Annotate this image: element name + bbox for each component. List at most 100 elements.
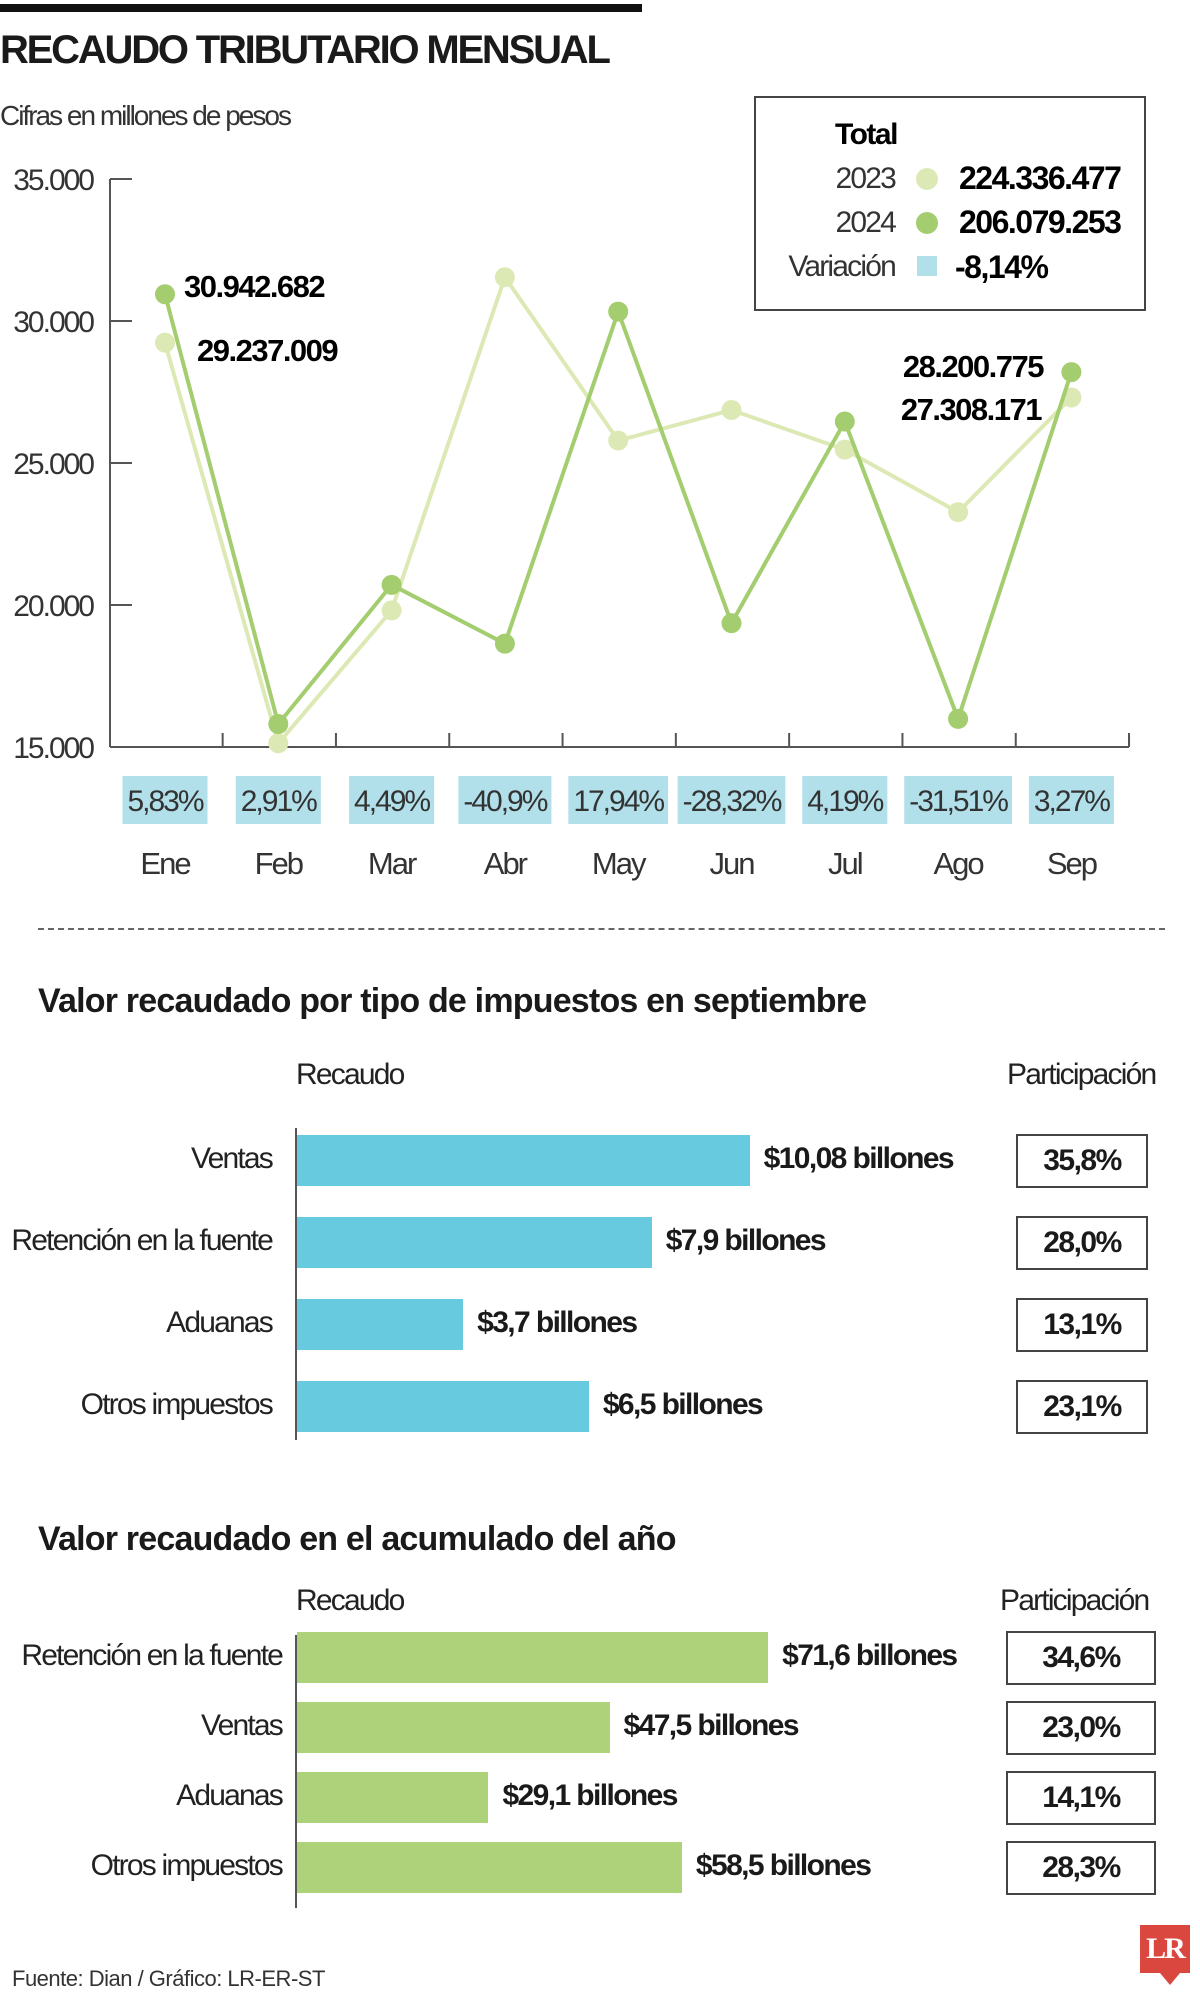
x-tick-label: May: [592, 846, 647, 881]
annotation-sep-2023: 27.308.171: [901, 392, 1042, 427]
variation-badge: 2,91%: [235, 776, 321, 824]
bar-axis: [295, 1635, 297, 1908]
legend: Total 2023 224.336.477 2024 206.079.253 …: [754, 96, 1146, 311]
variation-badge-bg: [349, 776, 435, 824]
bar: [297, 1632, 769, 1683]
legend-marker-2024: [916, 212, 938, 234]
section-title-september: Valor recaudado por tipo de impuestos en…: [38, 982, 867, 1020]
bar-value-label: $6,5 billones: [602, 1388, 764, 1421]
data-point-2024-Ago: [948, 708, 969, 729]
share-box: 23,0%: [1006, 1701, 1156, 1755]
variation-label: -40,9%: [463, 785, 547, 818]
bar-value-label: $7,9 billones: [665, 1224, 827, 1257]
data-point-2023-Jun: [721, 400, 742, 421]
legend-marker-2023: [916, 168, 938, 190]
subtitle: Cifras en millones de pesos: [0, 100, 292, 131]
y-tick-label: 15.000: [13, 732, 94, 765]
lr-logo-tail: [1160, 1973, 1180, 1985]
x-tick-label: Jun: [710, 846, 755, 881]
data-point-2024-Ene: [155, 284, 175, 305]
x-tick-label: Jul: [828, 846, 862, 881]
data-point-2023-Feb: [268, 733, 289, 754]
data-point-2023-Ago: [948, 502, 969, 523]
variation-badge: -31,51%: [904, 776, 1012, 824]
variation-badge: 17,94%: [568, 776, 669, 824]
variation-badge-bg: [802, 776, 888, 824]
share-box: 23,1%: [1016, 1380, 1148, 1434]
variation-badge-bg: [235, 776, 321, 824]
share-box: 14,1%: [1006, 1771, 1156, 1825]
variation-label: 17,94%: [573, 785, 664, 818]
legend-label-variation: Variación: [788, 250, 895, 283]
legend-marker-variation: [917, 256, 937, 276]
line-chart: 15.000 20.000 25.000 30.000 35.000 5,83% Ene 2,…: [13, 96, 1146, 881]
y-tick-label: 30.000: [13, 306, 94, 339]
data-point-2024-Feb: [268, 713, 289, 734]
series-2023: [155, 267, 1082, 754]
lr-logo: LR: [1140, 1925, 1190, 1973]
data-point-2024-May: [608, 301, 629, 322]
data-point-2024-Jun: [721, 613, 742, 634]
data-point-2023-Abr: [494, 267, 515, 288]
variation-badge-bg: [458, 776, 552, 824]
bar: [297, 1381, 589, 1432]
variation-label: -28,32%: [683, 785, 782, 818]
variation-label: 4,19%: [807, 785, 883, 818]
variation-badge-bg: [122, 776, 208, 824]
bar: [297, 1842, 682, 1893]
bar-value-label: $71,6 billones: [782, 1639, 958, 1672]
variation-label: 4,49%: [354, 785, 430, 818]
variation-badge: 5,83%: [122, 776, 208, 824]
variation-badge-bg: [1028, 776, 1114, 824]
share-box: 34,6%: [1006, 1631, 1156, 1685]
share-box: 28,3%: [1006, 1841, 1156, 1895]
bar-value-label: $10,08 billones: [763, 1142, 955, 1175]
y-tick-label: 20.000: [13, 590, 94, 623]
bar-value-label: $29,1 billones: [502, 1779, 678, 1812]
variation-label: -31,51%: [909, 785, 1008, 818]
x-tick-label: Feb: [255, 846, 303, 881]
legend-value-2024: 206.079.253: [959, 204, 1121, 240]
column-header-participacion: Participación: [1007, 1058, 1157, 1091]
data-point-2024-Mar: [381, 574, 402, 595]
bar-category-label: Retención en la fuente: [11, 1224, 273, 1257]
bar-category-label: Retención en la fuente: [21, 1639, 283, 1672]
legend-title: Total: [835, 118, 897, 151]
bar-category-label: Ventas: [201, 1709, 284, 1742]
share-box: 28,0%: [1016, 1216, 1148, 1270]
y-tick-label: 25.000: [13, 448, 94, 481]
bar-value-label: $47,5 billones: [623, 1709, 800, 1742]
bar: [297, 1702, 610, 1753]
data-point-2023-Jul: [834, 439, 855, 460]
bar-value-label: $3,7 billones: [477, 1306, 638, 1339]
column-header-recaudo: Recaudo: [296, 1058, 405, 1091]
data-point-2023-May: [608, 430, 629, 451]
x-tick-label: Ene: [140, 846, 190, 881]
x-tick-label: Ago: [934, 846, 984, 881]
annotation-ene-2023: 29.237.009: [197, 333, 338, 368]
variation-label: 2,91%: [241, 785, 317, 818]
column-header-participacion: Participación: [1000, 1584, 1150, 1617]
bar-category-label: Otros impuestos: [90, 1849, 284, 1882]
bar-category-label: Aduanas: [176, 1779, 284, 1812]
variation-badge-bg: [904, 776, 1012, 824]
variation-badge: 4,49%: [349, 776, 435, 824]
top-rule: [0, 4, 642, 12]
y-tick-label: 35.000: [13, 164, 94, 197]
variation-badge: -28,32%: [677, 776, 786, 824]
share-box: 35,8%: [1016, 1134, 1148, 1188]
share-box: 13,1%: [1016, 1298, 1148, 1352]
page-title: RECAUDO TRIBUTARIO MENSUAL: [0, 28, 611, 72]
annotation-sep-2024: 28.200.775: [903, 349, 1044, 384]
source-note: Fuente: Dian / Gráfico: LR-ER-ST: [12, 1966, 325, 1991]
variation-badge: 3,27%: [1028, 776, 1114, 824]
data-point-2023-Mar: [381, 600, 402, 621]
data-point-2024-Sep: [1061, 362, 1082, 383]
legend-value-variation: -8,14%: [955, 249, 1048, 285]
annotation-ene-2024: 30.942.682: [184, 269, 324, 304]
variation-badge-bg: [677, 776, 786, 824]
variation-label: 5,83%: [127, 785, 203, 818]
variation-badge: -40,9%: [458, 776, 552, 824]
x-tick-label: Abr: [484, 846, 528, 881]
bar-axis: [295, 1128, 297, 1440]
